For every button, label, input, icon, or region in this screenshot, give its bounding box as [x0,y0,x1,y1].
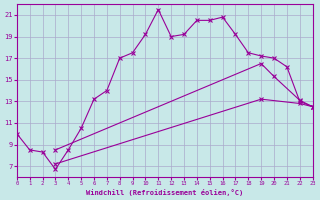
X-axis label: Windchill (Refroidissement éolien,°C): Windchill (Refroidissement éolien,°C) [86,189,243,196]
